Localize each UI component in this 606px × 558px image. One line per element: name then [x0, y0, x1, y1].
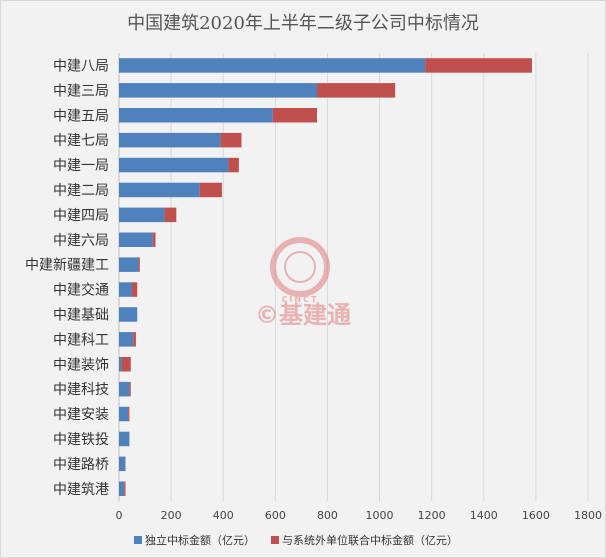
category-label: 中建基础: [53, 306, 109, 323]
bar-joint: [128, 406, 130, 422]
watermark-logo-inner: [284, 251, 316, 283]
category-label: 中建六局: [53, 233, 109, 249]
legend-swatch-independent: [134, 536, 142, 544]
bar-joint: [228, 157, 239, 173]
bar-joint: [220, 132, 242, 148]
bar-independent: [119, 406, 129, 422]
bar-independent: [119, 83, 318, 98]
x-tick-label: 400: [213, 509, 234, 522]
bar-independent: [119, 132, 221, 148]
x-tick-label: 800: [317, 509, 338, 522]
chart-title: 中国建筑2020年上半年二级子公司中标情况: [127, 13, 479, 34]
x-tick-label: 1400: [470, 509, 498, 522]
bars: [119, 58, 532, 496]
legend-swatch-joint: [271, 536, 279, 544]
bar-independent: [119, 282, 133, 297]
category-label: 中建四局: [53, 208, 109, 224]
bar-joint: [272, 108, 318, 123]
bar-independent: [119, 157, 229, 173]
bar-independent: [119, 257, 139, 272]
watermark-logo-ring: [270, 237, 330, 297]
category-label: 中建铁投: [53, 432, 109, 448]
category-label: 中建科工: [53, 332, 109, 348]
bar-joint: [138, 257, 140, 272]
x-tick-label: 1000: [366, 509, 394, 522]
legend-label-independent: 独立中标金额（亿元）: [145, 533, 255, 547]
watermark: CINCT ©基建通: [255, 237, 351, 329]
bar-independent: [119, 232, 153, 247]
legend: 独立中标金额（亿元） 与系统外单位联合中标金额（亿元）: [134, 533, 458, 547]
bar-independent: [119, 332, 134, 347]
watermark-logo-text: CINCT: [282, 295, 319, 304]
category-label: 中建交通: [53, 282, 109, 299]
category-label: 中建新疆建工: [25, 258, 109, 274]
category-label: 中建一局: [53, 158, 109, 174]
x-tick-label: 200: [161, 509, 182, 522]
bar-joint: [133, 332, 136, 347]
x-tick-labels: 0 200 400 600 800 1000 1200 1400 1600 1800: [116, 509, 603, 522]
bar-independent: [119, 481, 125, 496]
bar-joint: [152, 232, 156, 247]
bar-independent: [119, 207, 165, 223]
watermark-text: ©基建通: [255, 301, 351, 329]
bar-independent: [119, 182, 200, 198]
x-tick-label: 1800: [574, 509, 602, 522]
bar-independent: [119, 431, 130, 447]
bar-independent: [119, 357, 122, 372]
category-label: 中建路桥: [53, 457, 109, 473]
category-label: 中建装饰: [53, 357, 109, 373]
category-label: 中建筑港: [53, 482, 109, 498]
x-tick-label: 1600: [522, 509, 550, 522]
x-tick-label: 0: [116, 509, 123, 522]
bar-independent: [119, 456, 126, 472]
legend-label-joint: 与系统外单位联合中标金额（亿元）: [282, 533, 458, 547]
x-tick-label: 600: [265, 509, 286, 522]
category-label: 中建七局: [53, 133, 109, 149]
bar-joint: [129, 381, 131, 397]
bar-joint: [164, 207, 177, 223]
bar-joint: [425, 58, 532, 73]
bar-joint: [317, 83, 396, 98]
category-label: 中建科技: [53, 382, 109, 398]
category-label: 中建五局: [53, 108, 109, 124]
bar-joint: [199, 182, 222, 198]
category-label: 中建二局: [53, 183, 109, 199]
bar-joint: [121, 357, 131, 372]
category-labels: 中建八局中建三局中建五局中建七局中建一局中建二局中建四局中建六局中建新疆建工中建…: [25, 58, 109, 497]
bar-independent: [119, 58, 426, 73]
bar-independent: [119, 307, 138, 322]
category-label: 中建安装: [53, 407, 109, 423]
gridlines: [118, 53, 589, 502]
bar-independent: [119, 381, 130, 397]
x-tick-label: 1200: [418, 509, 446, 522]
category-label: 中建八局: [53, 58, 109, 74]
category-label: 中建三局: [53, 83, 109, 99]
bar-joint: [132, 282, 138, 297]
bar-joint: [124, 481, 126, 496]
bar-independent: [119, 108, 273, 123]
